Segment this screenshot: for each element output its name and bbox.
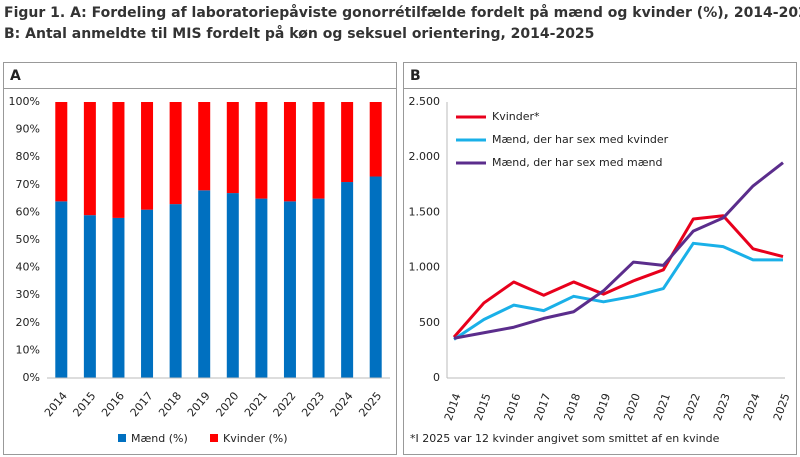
bar-segment: [226, 193, 239, 378]
legend-label: Mænd, der har sex med mænd: [492, 156, 662, 169]
x-tick-label: 2014: [442, 392, 464, 423]
legend-swatch: [210, 434, 218, 442]
bar-segment: [141, 102, 154, 210]
x-tick-label: 2025: [771, 392, 793, 423]
x-tick-label: 2018: [156, 390, 184, 420]
y-tick-label: 2.000: [409, 150, 441, 163]
y-tick-label: 0: [433, 371, 440, 384]
bar-segment: [169, 102, 182, 205]
x-tick-label: 2021: [651, 392, 673, 423]
y-tick-label: 20%: [16, 316, 40, 329]
x-tick-label: 2022: [681, 392, 703, 423]
y-tick-label: 100%: [9, 95, 40, 108]
x-tick-label: 2018: [561, 392, 583, 423]
bar-segment: [312, 198, 325, 378]
x-tick-label: 2020: [621, 392, 643, 423]
bar-segment: [341, 182, 354, 378]
line-series: [452, 214, 784, 339]
bar-segment: [198, 102, 211, 191]
x-tick-label: 2024: [741, 392, 763, 423]
bar-segment: [112, 217, 125, 378]
bar-segment: [55, 201, 68, 378]
y-tick-label: 10%: [16, 343, 40, 356]
x-tick-label: 2017: [532, 392, 554, 423]
figure-subtitle: B: Antal anmeldte til MIS fordelt på køn…: [4, 25, 594, 42]
y-tick-label: 1.000: [409, 261, 441, 274]
bar-segment: [83, 215, 96, 378]
x-tick-label: 2023: [299, 390, 327, 420]
panel-frame: [3, 62, 397, 455]
x-tick-label: 2016: [99, 390, 127, 420]
panel-label: A: [10, 68, 21, 84]
y-tick-label: 50%: [16, 233, 40, 246]
x-tick-label: 2023: [711, 392, 733, 423]
bar-segment: [55, 102, 68, 202]
bar-segment: [255, 198, 268, 378]
panel-label: B: [410, 68, 421, 84]
y-tick-label: 90%: [16, 123, 40, 136]
figure-title: Figur 1. A: Fordeling af laboratoriepåvi…: [4, 4, 800, 21]
x-tick-label: 2014: [42, 390, 70, 420]
y-tick-label: 1.500: [409, 205, 441, 218]
x-tick-label: 2025: [356, 390, 384, 420]
x-tick-label: 2015: [71, 390, 99, 420]
bar-segment: [283, 201, 296, 378]
y-tick-label: 500: [419, 316, 440, 329]
bar-segment: [112, 102, 125, 218]
line-series: [453, 241, 783, 341]
bar-segment: [169, 204, 182, 378]
bar-segment: [283, 102, 296, 202]
legend-swatch: [118, 434, 126, 442]
x-tick-label: 2022: [271, 390, 299, 420]
bar-segment: [312, 102, 325, 199]
bar-segment: [226, 102, 239, 194]
bar-segment: [198, 190, 211, 378]
x-tick-label: 2019: [591, 392, 613, 423]
y-tick-label: 2.500: [409, 95, 441, 108]
x-tick-label: 2024: [328, 390, 356, 420]
line-series: [453, 161, 784, 340]
bar-segment: [255, 102, 268, 199]
legend-label: Kvinder (%): [223, 432, 288, 445]
footnote: *I 2025 var 12 kvinder angivet som smitt…: [410, 432, 720, 445]
bar-segment: [369, 176, 382, 378]
legend-label: Mænd (%): [131, 432, 188, 445]
y-tick-label: 0%: [23, 371, 40, 384]
x-tick-label: 2017: [128, 390, 156, 420]
legend-label: Mænd, der har sex med kvinder: [492, 133, 669, 146]
y-tick-label: 30%: [16, 288, 40, 301]
bar-segment: [83, 102, 96, 216]
legend-label: Kvinder*: [492, 110, 540, 123]
y-tick-label: 80%: [16, 150, 40, 163]
panel-frame: [403, 62, 797, 455]
x-tick-label: 2020: [213, 390, 241, 420]
bar-segment: [341, 102, 354, 183]
x-tick-label: 2016: [502, 392, 524, 423]
y-tick-label: 60%: [16, 205, 40, 218]
x-tick-label: 2021: [242, 390, 270, 420]
y-tick-label: 40%: [16, 261, 40, 274]
bar-segment: [369, 102, 382, 177]
y-tick-label: 70%: [16, 178, 40, 191]
bar-segment: [141, 209, 154, 378]
x-tick-label: 2019: [185, 390, 213, 420]
x-tick-label: 2015: [472, 392, 494, 423]
